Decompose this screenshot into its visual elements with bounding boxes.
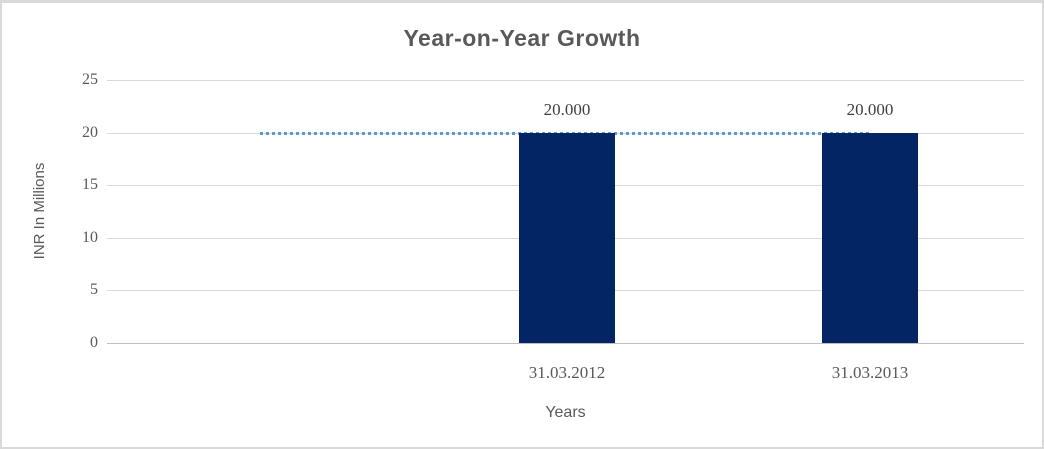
bar-data-label: 20.000 (846, 99, 894, 119)
y-tick-label: 15 (82, 176, 98, 194)
x-tick-label: 31.03.2012 (528, 363, 606, 382)
x-axis-line (107, 343, 1024, 344)
bar (519, 132, 615, 343)
y-tick-label: 10 (82, 228, 98, 246)
bar-data-label: 20.000 (543, 99, 591, 119)
y-tick-label: 25 (82, 71, 98, 88)
x-tick-label: 31.03.2013 (831, 363, 909, 382)
chart-title: Year-on-Year Growth (403, 25, 641, 51)
gridline (107, 80, 1024, 81)
y-tick-label: 0 (90, 334, 98, 351)
plot-area: 0 5 10 15 20 25 20.000 31.03.2012 20.000 31.03.20… (2, 3, 1042, 447)
y-tick-label: 5 (90, 281, 98, 299)
x-axis-title: Years (545, 404, 586, 421)
y-tick-label: 20 (82, 123, 98, 141)
bar (822, 132, 918, 343)
